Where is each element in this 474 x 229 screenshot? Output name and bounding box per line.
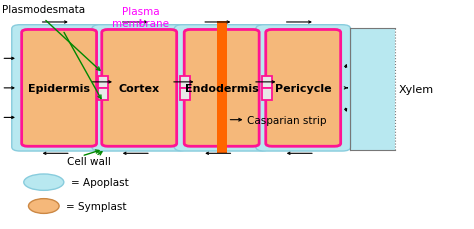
FancyBboxPatch shape: [180, 76, 190, 88]
Text: Cortex: Cortex: [118, 84, 160, 93]
FancyBboxPatch shape: [256, 26, 351, 151]
Text: = Apoplast: = Apoplast: [71, 177, 129, 187]
FancyBboxPatch shape: [92, 26, 187, 151]
Text: Cell wall: Cell wall: [67, 156, 110, 166]
FancyBboxPatch shape: [184, 30, 259, 147]
FancyBboxPatch shape: [217, 22, 227, 153]
FancyBboxPatch shape: [98, 76, 109, 88]
FancyBboxPatch shape: [266, 30, 341, 147]
Text: = Symplast: = Symplast: [66, 201, 127, 211]
FancyBboxPatch shape: [12, 26, 107, 151]
FancyBboxPatch shape: [180, 88, 190, 101]
Text: Plasmodesmata: Plasmodesmata: [2, 5, 85, 15]
Text: Casparian strip: Casparian strip: [247, 115, 327, 125]
Text: Pericycle: Pericycle: [275, 84, 331, 93]
Text: Epidermis: Epidermis: [28, 84, 90, 93]
FancyBboxPatch shape: [22, 30, 97, 147]
FancyBboxPatch shape: [98, 88, 109, 101]
FancyBboxPatch shape: [350, 29, 395, 151]
Text: Xylem: Xylem: [399, 85, 434, 95]
FancyBboxPatch shape: [262, 76, 272, 88]
Ellipse shape: [28, 199, 59, 213]
FancyBboxPatch shape: [102, 30, 177, 147]
FancyBboxPatch shape: [262, 88, 272, 101]
FancyBboxPatch shape: [174, 26, 269, 151]
Ellipse shape: [24, 174, 64, 191]
Text: Endodermis: Endodermis: [185, 84, 258, 93]
Text: Plasma
membrane: Plasma membrane: [112, 7, 169, 29]
